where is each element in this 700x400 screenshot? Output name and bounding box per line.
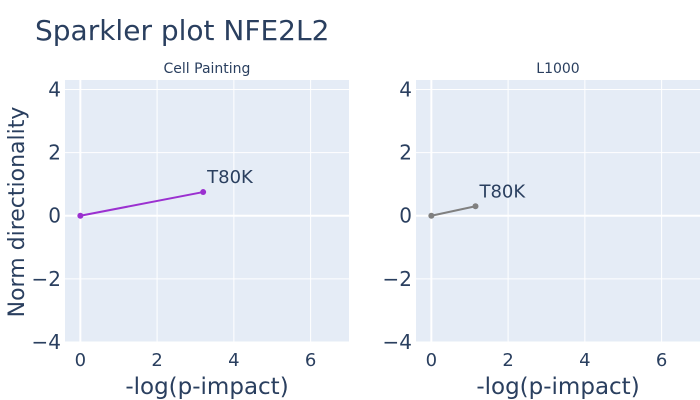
subplot-title: Cell Painting [164,61,251,77]
y-axis-title: Norm directionality [5,107,30,318]
data-point [472,203,479,210]
y-tick-label: −4 [32,330,61,354]
plot-area-background [416,80,700,342]
y-tick-label: −4 [383,330,412,354]
x-tick-label: 6 [305,350,316,371]
data-point [428,212,435,219]
y-tick-label: 2 [399,141,412,165]
x-tick-label: 2 [502,350,513,371]
data-label: T80K [478,181,526,202]
y-tick-label: 2 [48,141,61,165]
subplots: 0 2 4 6 −4 −2 0 2 4 Cell Painting -log(p-impact) T8… [32,61,700,400]
series-line [80,191,204,217]
subplot-1: 0 2 4 6 −4 −2 0 2 4 Cell Painting -log(p-impact) T8… [32,61,349,400]
data-point [77,212,84,219]
x-axis-title: -log(p-impact) [476,374,639,400]
x-tick-label: 2 [151,350,162,371]
x-tick-label: 0 [426,350,437,371]
data-label: T80K [206,167,254,188]
y-tick-label: 4 [48,77,61,101]
series-line [431,205,476,217]
y-tick-label: 4 [399,77,412,101]
y-tick-label: 0 [48,204,61,228]
subplot-title: L1000 [536,61,579,77]
x-tick-label: 4 [228,350,239,371]
x-tick-label: 6 [656,350,667,371]
chart-title: Sparkler plot NFE2L2 [35,14,329,47]
y-tick-label: −2 [383,267,412,291]
x-axis-title: -log(p-impact) [125,374,288,400]
plot-area-background [65,80,349,342]
subplot-2: 0 2 4 6 −4 −2 0 2 4 L1000 -log(p-impact) T80K [383,61,700,400]
y-tick-label: 0 [399,204,412,228]
y-tick-label: −2 [32,267,61,291]
x-tick-label: 4 [579,350,590,371]
data-point [200,189,207,196]
x-tick-label: 0 [75,350,86,371]
